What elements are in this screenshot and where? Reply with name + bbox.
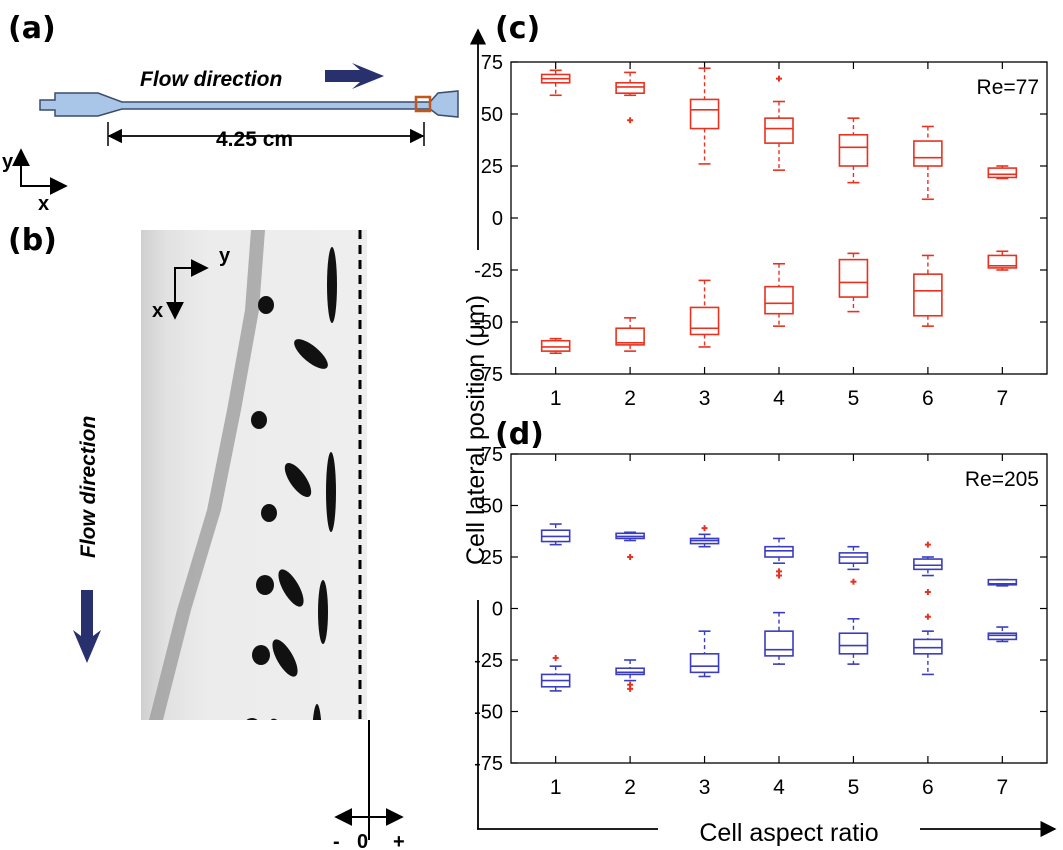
y-tick-label: -50 xyxy=(474,702,503,724)
cell-round xyxy=(261,504,277,522)
cell-rod xyxy=(312,704,322,720)
cell-ellipsoid xyxy=(278,569,304,607)
y-tick-label: 75 xyxy=(481,52,503,74)
box xyxy=(987,578,1018,586)
flow-arrow-a xyxy=(325,63,384,89)
y-tick-label: 50 xyxy=(481,104,503,126)
x-tick-label: 2 xyxy=(624,776,636,799)
box xyxy=(838,552,869,564)
x-tick-label: 7 xyxy=(996,776,1008,799)
scale-minus: - xyxy=(333,831,340,850)
x-tick-label: 5 xyxy=(848,387,860,410)
cell-rod xyxy=(327,247,337,323)
box xyxy=(764,285,794,315)
y-tick-label: 25 xyxy=(481,547,503,569)
observation-window-marker xyxy=(414,95,432,113)
cell-round xyxy=(252,645,270,665)
box xyxy=(987,167,1018,179)
x-tick-label: 7 xyxy=(996,387,1008,410)
x-tick-label: 6 xyxy=(922,776,934,799)
cell-ellipsoid xyxy=(284,462,312,498)
box xyxy=(689,98,720,130)
box xyxy=(838,134,869,167)
box xyxy=(764,630,794,657)
scale-zero: 0 xyxy=(357,831,368,850)
y-tick-label: -50 xyxy=(474,312,503,334)
cell-round xyxy=(251,411,267,429)
box xyxy=(540,339,571,352)
flow-direction-label-b: Flow direction xyxy=(77,416,100,558)
channel-wall xyxy=(149,230,265,720)
channel-shape xyxy=(39,90,459,118)
x-tick-label: 4 xyxy=(773,776,785,799)
box xyxy=(913,558,943,571)
panel-label-a: (a) xyxy=(8,11,56,46)
axis-x-label-b: x xyxy=(152,300,163,322)
cell-rod xyxy=(326,452,336,532)
flow-arrow-b xyxy=(73,590,101,663)
scale-plus: + xyxy=(393,831,405,850)
box xyxy=(913,273,943,317)
box xyxy=(689,653,720,674)
reynolds-annotation: Re=205 xyxy=(965,468,1039,491)
y-tick-label: 25 xyxy=(481,156,503,178)
box xyxy=(615,667,645,676)
x-tick-label: 3 xyxy=(699,387,711,410)
y-tick-label: -75 xyxy=(474,364,503,386)
micrograph-drawing: y x xyxy=(149,230,362,720)
box xyxy=(913,140,943,167)
x-tick-label: 1 xyxy=(550,776,562,799)
box xyxy=(764,545,794,558)
x-tick-label: 4 xyxy=(773,387,785,410)
cell-round xyxy=(256,575,274,595)
box xyxy=(987,254,1018,269)
box xyxy=(987,632,1018,641)
cell-round xyxy=(258,296,274,314)
x-tick-label: 5 xyxy=(848,776,860,799)
panel-label-d: (d) xyxy=(495,417,544,452)
axis-x-label-a: x xyxy=(38,193,49,215)
length-label: 4.25 cm xyxy=(216,128,293,151)
chart-c: 75 50 25 0 -25 -50 -75 1 2 3 4 5 6 7 Re=77 xyxy=(474,52,1048,410)
x-tick-label: 3 xyxy=(699,776,711,799)
cell-rod xyxy=(318,580,328,644)
y-axis-title: Cell lateral position (μm) xyxy=(462,295,490,565)
flow-direction-label-a: Flow direction xyxy=(140,68,282,91)
cell-round xyxy=(246,718,258,720)
panel-label-c: (c) xyxy=(495,11,541,46)
axis-y-label-a: y xyxy=(2,151,14,173)
panel-label-b: (b) xyxy=(8,223,57,258)
y-tick-label: 0 xyxy=(492,208,503,230)
box xyxy=(764,117,794,144)
micrograph: y x xyxy=(141,230,367,720)
reynolds-annotation: Re=77 xyxy=(977,76,1039,99)
x-tick-label: 2 xyxy=(624,387,636,410)
y-tick-label: 50 xyxy=(481,496,503,518)
box xyxy=(689,306,720,336)
cell-ellipsoid xyxy=(294,339,328,369)
box xyxy=(913,638,943,655)
y-tick-label: -25 xyxy=(474,260,503,282)
cell-shapes xyxy=(246,247,337,720)
box xyxy=(615,327,645,346)
axis-y-label-b: y xyxy=(219,245,231,267)
x-tick-label: 1 xyxy=(550,387,562,410)
x-tick-label: 6 xyxy=(922,387,934,410)
plot-frame xyxy=(510,453,1048,764)
y-tick-label: 75 xyxy=(481,444,503,466)
y-tick-label: 0 xyxy=(492,599,503,621)
box xyxy=(615,82,645,95)
y-tick-label: -25 xyxy=(474,650,503,672)
box xyxy=(838,632,869,655)
chart-d: 75 50 25 0 -25 -50 -75 1 2 3 4 5 6 7 Re=205 xyxy=(474,444,1048,799)
y-tick-label: -75 xyxy=(474,753,503,775)
box xyxy=(838,258,869,298)
x-axis-title: Cell aspect ratio xyxy=(699,819,878,847)
cell-ellipsoid xyxy=(272,639,298,677)
